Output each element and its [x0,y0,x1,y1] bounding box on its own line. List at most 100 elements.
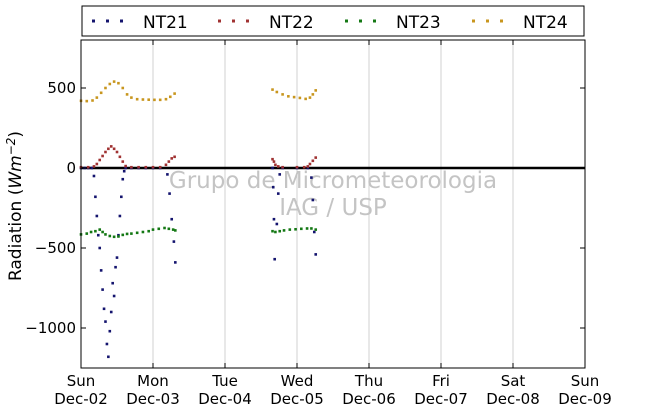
point-nt21-46 [306,166,310,170]
point-nt24-12 [135,97,139,101]
point-nt22-16 [144,165,148,169]
point-nt21-34 [170,217,174,221]
point-nt22-15 [137,165,140,169]
point-nt21-20 [115,256,119,259]
point-nt24-24 [292,95,296,99]
legend-label-nt22: NT22 [269,13,314,33]
point-nt22-11 [118,155,122,159]
point-nt21-42 [276,192,280,195]
legend-item-nt22: NT22 [218,13,314,33]
point-nt21-39 [272,217,276,221]
point-nt23-13 [135,231,139,235]
point-nt21-40 [273,257,276,261]
point-nt23-12 [130,232,133,235]
x-tick-date-4: Dec-06 [342,390,396,408]
point-nt22-30 [306,165,310,168]
point-nt22-27 [281,165,284,169]
point-nt22-24 [272,160,276,163]
point-nt24-5 [104,86,107,90]
point-nt24-14 [147,98,150,101]
point-nt23-6 [104,233,107,236]
legend-marker-nt23-1 [359,19,362,23]
x-tick-date-3: Dec-05 [270,390,324,408]
point-nt23-16 [151,228,155,231]
point-nt22-21 [170,157,174,160]
watermark-line-1: Grupo de Micrometeorologia [169,168,497,194]
point-nt21-19 [114,265,117,269]
point-nt22-19 [164,163,168,167]
point-nt22-17 [151,165,155,169]
point-nt21-47 [310,176,313,179]
legend: NT21 NT22 NT23 NT24 [81,5,585,37]
point-nt21-17 [111,281,114,285]
point-nt21-12 [104,320,107,323]
point-nt23-8 [112,235,116,239]
point-nt24-4 [99,91,103,95]
point-nt24-8 [117,81,120,85]
point-nt23-23 [274,230,277,234]
point-nt24-23 [287,95,290,98]
point-nt21-25 [122,169,126,173]
x-tick-date-1: Dec-03 [126,390,180,408]
point-nt21-14 [107,355,110,359]
point-nt23-5 [101,230,104,234]
legend-marker-nt21-0 [92,19,95,23]
point-nt23-30 [310,227,313,230]
point-nt22-22 [173,155,176,159]
point-nt24-20 [271,88,274,91]
point-nt21-16 [109,310,113,314]
point-nt22-6 [104,150,107,154]
x-tick-day-5: Fri [432,372,450,390]
legend-marker-nt24-1 [486,19,489,23]
plot-frame [80,39,586,369]
series-nt21 [79,166,318,359]
point-nt23-7 [108,234,112,238]
point-nt24-16 [158,98,162,102]
point-nt23-4 [98,228,102,231]
point-nt21-37 [271,166,274,170]
x-tick-date-7: Dec-09 [558,390,612,408]
point-nt24-2 [91,99,94,102]
point-nt23-15 [147,229,150,233]
point-nt24-29 [314,89,318,92]
plot-background [81,40,585,368]
point-nt21-35 [172,240,176,243]
x-tick-day-3: Wed [281,372,314,390]
point-nt23-25 [282,229,286,232]
point-nt24-26 [304,97,307,101]
legend-marker-nt24-2 [500,19,503,23]
y-axis-label-text: Radiation ( [6,189,26,281]
legend-label-nt21: NT21 [143,13,188,33]
point-nt21-32 [166,173,169,176]
legend-marker-nt22-1 [232,19,235,23]
point-nt23-20 [171,228,175,231]
point-nt24-1 [85,99,89,103]
point-nt21-36 [174,261,177,264]
point-nt24-25 [298,96,302,100]
point-nt22-7 [107,147,110,151]
point-nt21-15 [108,329,112,333]
point-nt21-41 [275,222,279,226]
point-nt24-21 [275,90,279,94]
y-tick-label-1: 0 [66,159,76,177]
point-nt23-9 [117,235,120,238]
point-nt21-13 [105,342,109,346]
point-nt23-19 [167,227,171,231]
point-nt23-31 [314,228,318,231]
legend-item-nt24: NT24 [472,13,568,33]
x-tick-day-1: Mon [137,372,169,390]
point-nt23-2 [89,230,93,234]
legend-marker-nt24-0 [472,19,475,23]
point-nt21-22 [118,214,122,218]
point-nt22-18 [158,165,162,169]
point-nt22-25 [274,163,277,167]
point-nt21-11 [102,307,106,311]
point-nt23-29 [305,227,309,230]
legend-marker-nt23-2 [373,19,376,23]
point-nt21-3 [90,166,94,170]
point-nt22-23 [271,157,274,161]
point-nt24-6 [108,82,112,86]
plot-area: Grupo de Micrometeorologia IAG / USP [79,39,586,369]
point-nt21-8 [98,246,102,250]
point-nt21-24 [121,177,125,181]
